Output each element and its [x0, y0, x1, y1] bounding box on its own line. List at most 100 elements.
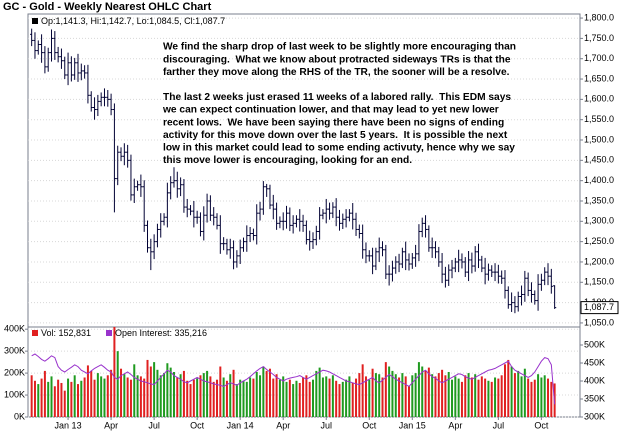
y-tick-label: 1,350.0 — [584, 195, 614, 205]
volume-bar — [222, 377, 225, 417]
volume-bar — [444, 375, 447, 417]
y-tick-label: 1,400.0 — [584, 175, 614, 185]
x-tick-label: Jan 15 — [399, 420, 426, 430]
volume-bar — [318, 367, 321, 417]
volume-bar — [100, 376, 103, 417]
volume-bar — [431, 374, 434, 417]
volume-bar — [540, 377, 543, 417]
volume-bar — [123, 374, 126, 417]
x-tick-label: Jul — [148, 420, 160, 430]
volume-bar — [355, 378, 358, 417]
volume-bar — [259, 375, 262, 417]
volume-bar — [371, 368, 374, 417]
volume-bar — [133, 364, 136, 417]
annotation: We find the sharp drop of last week to b… — [162, 42, 516, 166]
volume-bar — [368, 379, 371, 417]
volume-bar — [401, 373, 404, 417]
volume-bar — [30, 375, 33, 417]
x-tick-label: Oct — [362, 420, 377, 430]
volume-bar — [523, 368, 526, 417]
volume-bar — [457, 378, 460, 417]
volume-bar — [159, 375, 162, 417]
volume-bar — [490, 381, 493, 417]
volume-bar — [441, 369, 444, 417]
y-tick-label: 1,600.0 — [584, 94, 614, 104]
volume-bar — [76, 384, 79, 417]
volume-bar — [33, 380, 36, 417]
volume-bar — [86, 365, 89, 417]
volume-bar — [275, 374, 278, 417]
volume-bar — [503, 364, 506, 417]
volume-bar — [547, 378, 550, 417]
volume-bar — [404, 376, 407, 417]
volume-bar — [189, 384, 192, 417]
volume-bar — [83, 377, 86, 417]
oi-legend-swatch — [106, 330, 112, 336]
volume-bar — [477, 379, 480, 417]
y-tick-label: 1,650.0 — [584, 73, 614, 83]
volume-bar — [232, 369, 235, 417]
y-tick-label: 1,500.0 — [584, 134, 614, 144]
volume-bar — [341, 381, 344, 417]
grid-layer — [28, 17, 580, 418]
volume-bar — [321, 377, 324, 417]
price-legend-swatch — [32, 18, 38, 24]
volume-bar — [530, 381, 533, 417]
volume-bar — [348, 376, 351, 417]
volume-bar — [149, 366, 152, 417]
volume-bar — [447, 372, 450, 417]
oi-tick-label: 300K — [584, 411, 605, 421]
volume-bar — [407, 386, 410, 417]
volume-bar — [507, 359, 510, 417]
volume-bar — [212, 381, 215, 417]
last-price-box — [580, 301, 619, 315]
volume-bar — [394, 374, 397, 417]
volume-bar — [427, 367, 430, 417]
volume-bar — [550, 381, 553, 417]
volume-bar — [338, 384, 341, 417]
volume-bar — [282, 376, 285, 417]
volume-tick-label: 200K — [4, 367, 25, 377]
annotation-line: We find the sharp drop of last week to b… — [163, 42, 516, 53]
x-tick-label: Jan 14 — [227, 420, 254, 430]
volume-bar — [47, 381, 50, 417]
volume-bar — [249, 377, 252, 417]
volume-bar — [487, 380, 490, 417]
x-tick-label: Apr — [276, 420, 290, 430]
volume-bar — [216, 379, 219, 417]
volume-bar — [328, 378, 331, 417]
oi-tick-label: 450K — [584, 357, 605, 367]
volume-bar — [60, 382, 63, 417]
volume-bar — [278, 379, 281, 417]
volume-bar — [96, 373, 99, 417]
volume-bar — [80, 380, 83, 417]
volume-bar — [163, 373, 166, 417]
volume-bar — [345, 379, 348, 417]
annotation-line: The last 2 weeks just erased 11 weeks of… — [163, 92, 511, 103]
volume-bar — [192, 379, 195, 417]
volume-bar — [37, 384, 40, 417]
volume-bar — [186, 380, 189, 417]
annotation-line: we can expect continuation lower, and th… — [162, 105, 499, 116]
open-interest-line — [31, 353, 556, 405]
volume-bar — [110, 369, 113, 417]
oi-legend: Open Interest: 335,216 — [115, 328, 207, 338]
volume-bar — [292, 384, 295, 417]
volume-bar — [351, 382, 354, 417]
volume-bar — [63, 390, 66, 417]
volume-bar — [209, 376, 212, 417]
volume-bar — [245, 381, 248, 417]
volume-bar — [315, 370, 318, 417]
volume-bar — [537, 374, 540, 417]
volume-bar — [229, 374, 232, 417]
annotation-line: low in this market could lead to some en… — [163, 142, 515, 153]
volume-bar — [120, 368, 123, 417]
volume-bar — [480, 376, 483, 417]
volume-tick-label: 400K — [4, 324, 25, 334]
volume-bar — [285, 381, 288, 417]
volume-bar — [288, 379, 291, 417]
annotation-line: recent lows. We have been saying there h… — [163, 117, 504, 128]
volume-bar — [139, 376, 142, 417]
volume-bar — [384, 362, 387, 417]
